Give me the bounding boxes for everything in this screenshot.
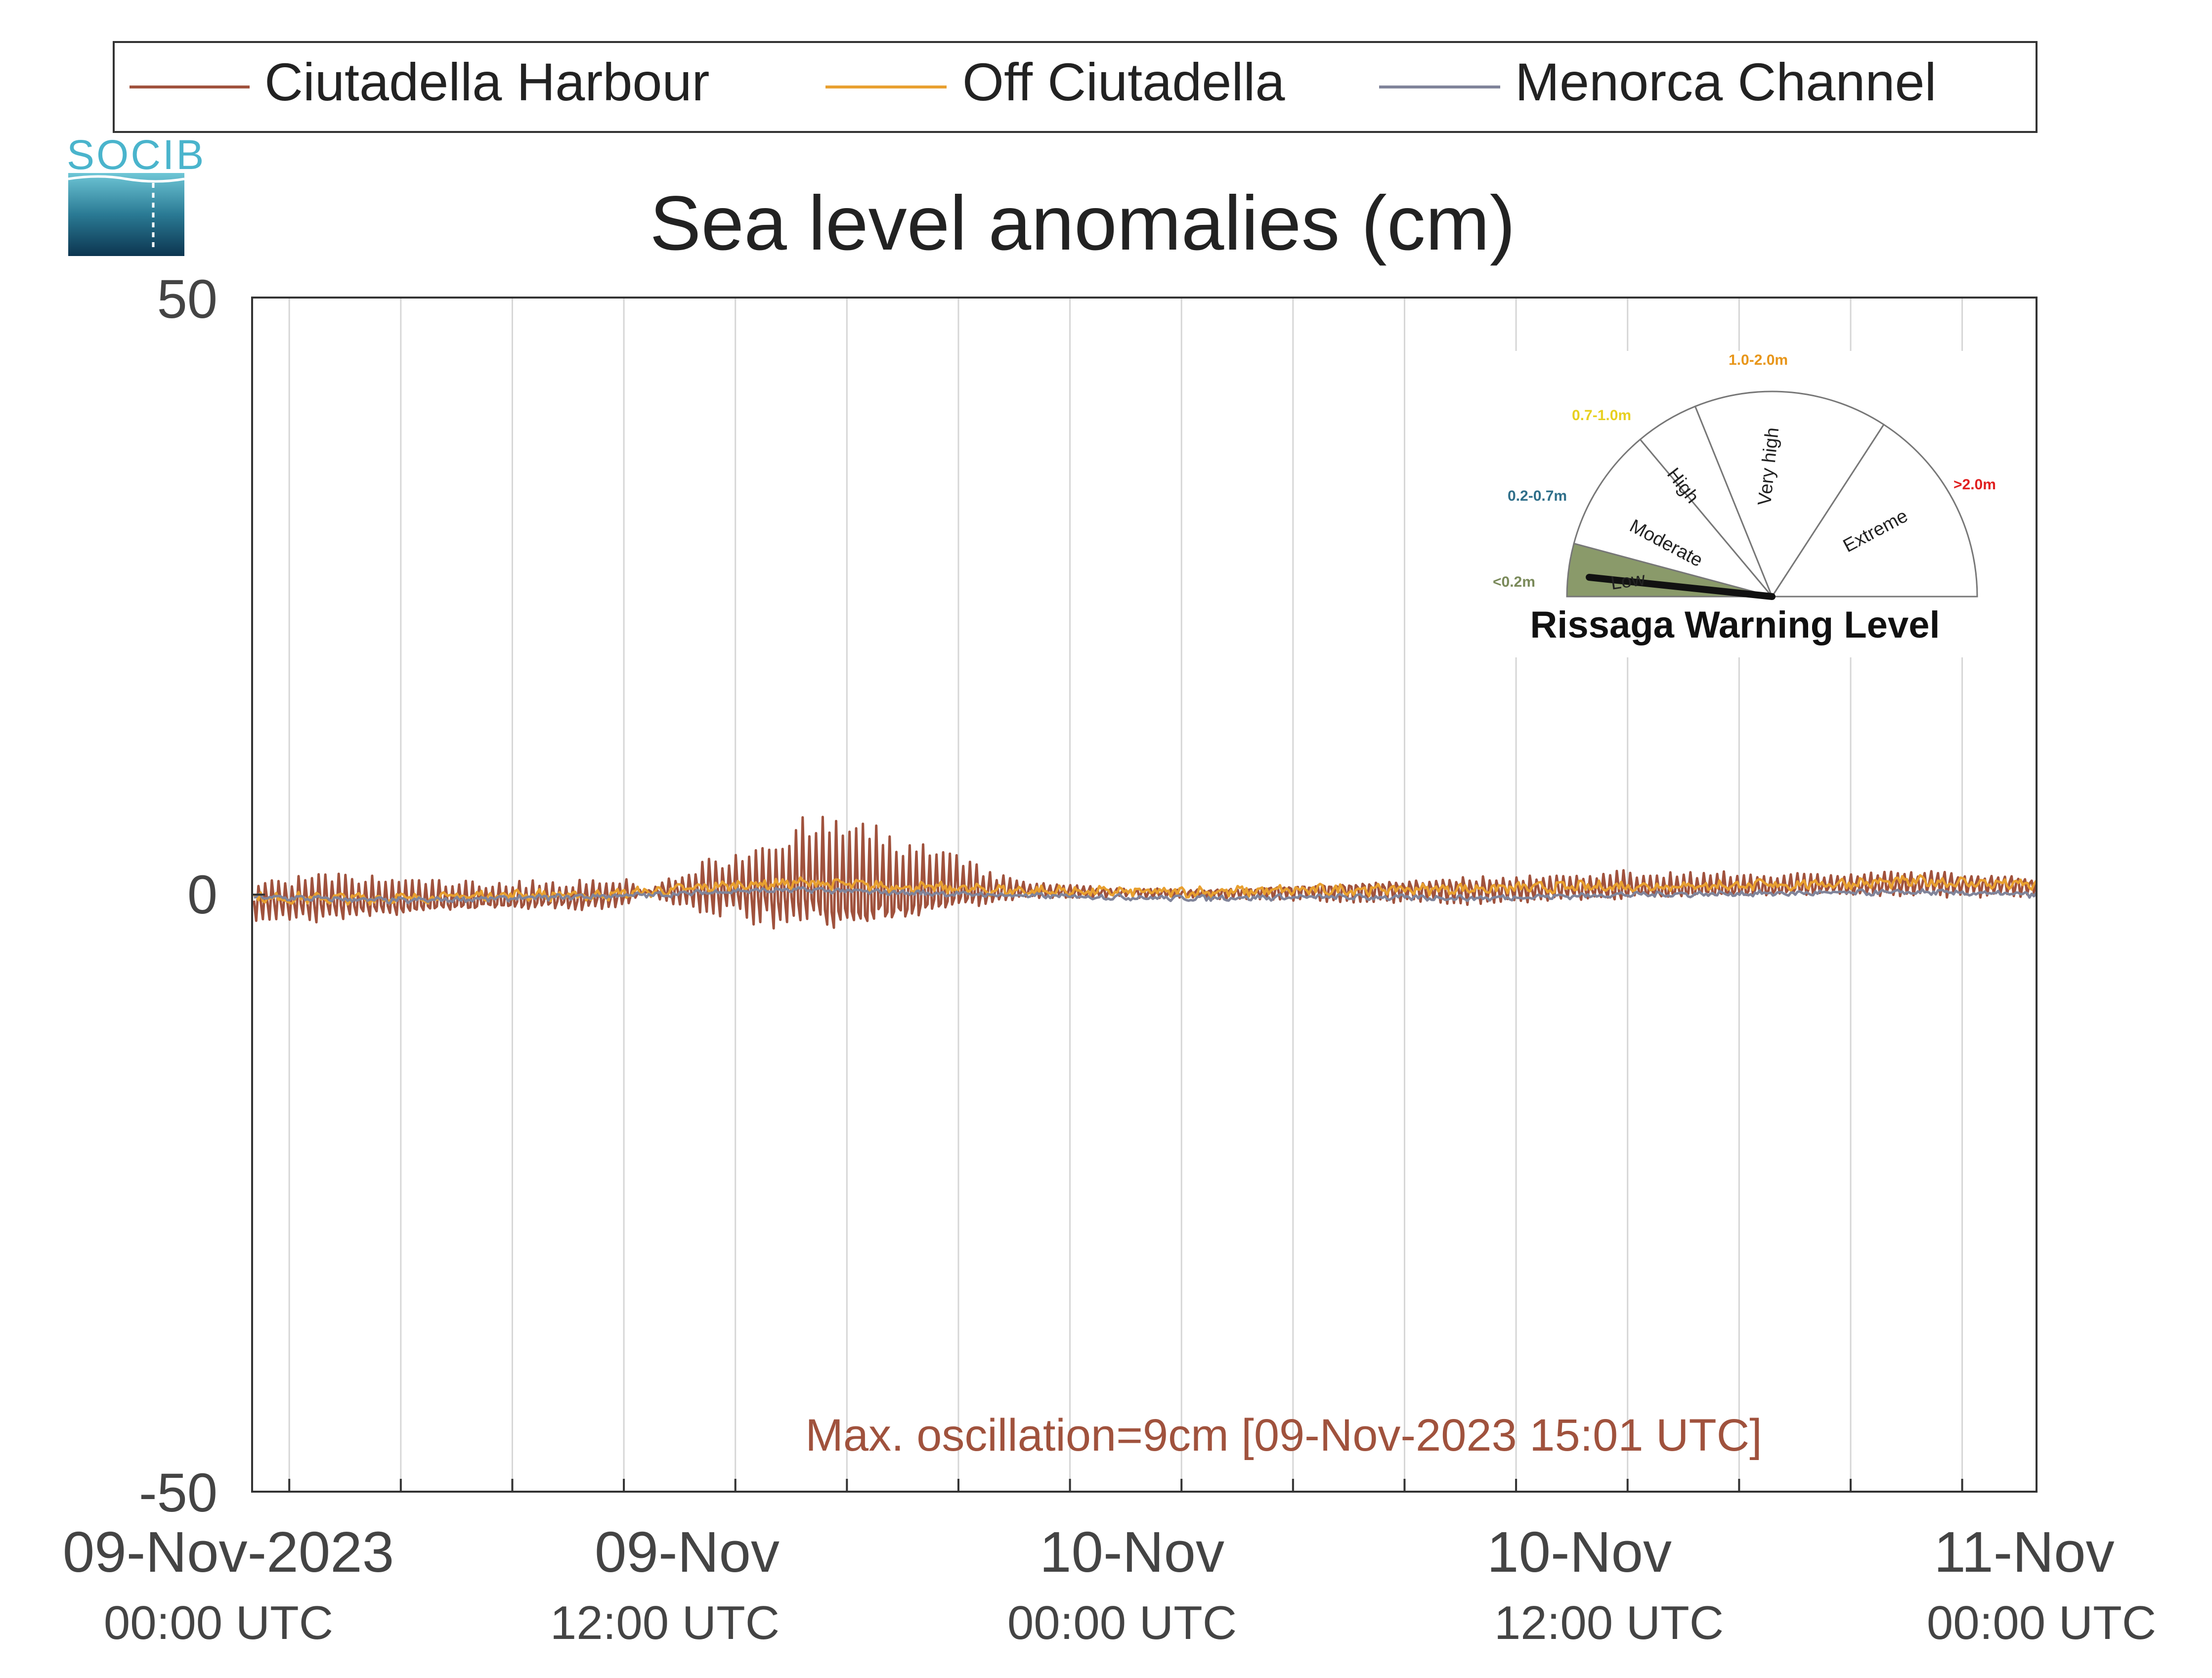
gauge-sector-moderate xyxy=(1573,438,1775,598)
gauge-range-low: <0.2m xyxy=(1493,574,1535,590)
x-tick-label-1-date: 09-Nov-2023 xyxy=(63,1520,394,1584)
gauge-range-moderate: 0.2-0.7m xyxy=(1508,488,1567,504)
y-tick-label-top: 50 xyxy=(157,269,217,330)
chart-title: Sea level anomalies (cm) xyxy=(650,180,1515,266)
plot-area xyxy=(251,297,2038,1493)
socib-logo-mark xyxy=(68,173,184,256)
x-tick-label-4-time: 12:00 UTC xyxy=(1494,1596,1724,1649)
x-tick-label-4-date: 10-Nov xyxy=(1487,1520,1672,1584)
x-tick-label-3-time: 00:00 UTC xyxy=(1007,1596,1237,1649)
x-tick-label-5-date: 11-Nov xyxy=(1934,1520,2114,1584)
gauge-label-low: Low xyxy=(1609,568,1647,594)
gauge-sector-extreme xyxy=(1771,423,1978,598)
y-tick-label-bottom: -50 xyxy=(139,1463,217,1523)
legend-label-ciutadella-harbour: Ciutadella Harbour xyxy=(264,52,710,112)
gauge-needle xyxy=(1586,574,1776,600)
legend-label-menorca-channel: Menorca Channel xyxy=(1515,52,1937,112)
max-oscillation-annotation: Max. oscillation=9cm [09-Nov-2023 15:01 … xyxy=(805,1410,1762,1461)
x-tick-label-3-date: 10-Nov xyxy=(1040,1520,1224,1584)
y-tick-label-zero: 0 xyxy=(187,864,217,925)
gauge-sector-very-high xyxy=(1694,390,1885,599)
series-layer xyxy=(253,816,2038,930)
socib-logo: SOCIB xyxy=(67,131,206,256)
x-tick-label-1-time: 00:00 UTC xyxy=(104,1596,333,1649)
x-tick-label-2-time: 12:00 UTC xyxy=(550,1596,780,1649)
legend-frame xyxy=(113,41,2038,133)
axis-ticks xyxy=(252,894,1963,1492)
x-tick-label-2-date: 09-Nov xyxy=(595,1520,780,1584)
rissaga-gauge: Low Moderate High Very high Extreme <0.2… xyxy=(1488,351,2012,657)
series-line-menorca-channel xyxy=(254,886,2038,904)
gauge-range-high: 0.7-1.0m xyxy=(1572,407,1631,424)
socib-logo-text: SOCIB xyxy=(67,131,206,178)
legend-label-off-ciutadella: Off Ciutadella xyxy=(962,52,1285,112)
x-tick-label-5-time: 00:00 UTC xyxy=(1927,1596,2156,1649)
series-line-off-ciutadella xyxy=(253,874,2038,906)
gauge-range-extreme: >2.0m xyxy=(1953,476,1996,493)
legend: Ciutadella Harbour Off Ciutadella Menorc… xyxy=(113,41,2038,133)
gauge-range-very-high: 1.0-2.0m xyxy=(1729,352,1788,368)
gauge-title: Rissaga Warning Level xyxy=(1530,604,1940,646)
gauge-sectors xyxy=(1566,390,1978,599)
